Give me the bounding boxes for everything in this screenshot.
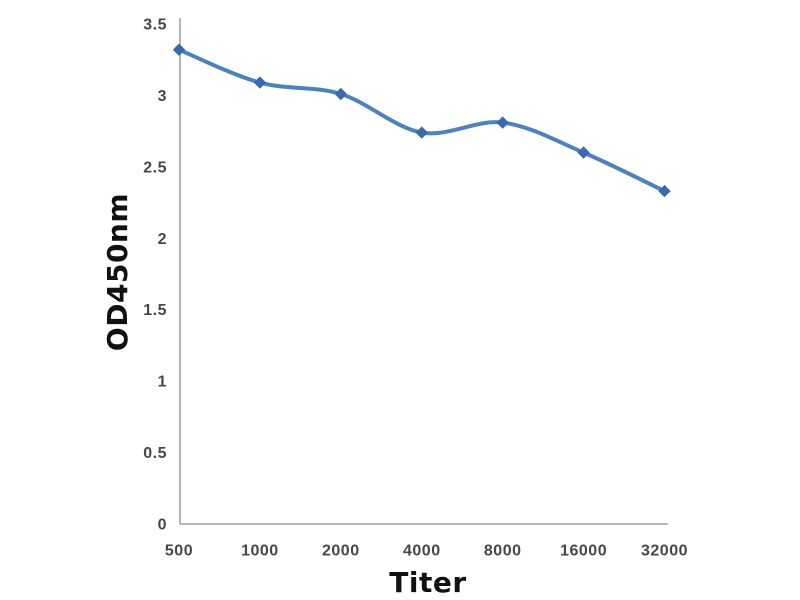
- y-axis-title: OD450nm: [101, 192, 134, 352]
- x-tick-label: 16000: [560, 543, 607, 560]
- y-tick-label: 3.5: [143, 17, 167, 34]
- y-tick-label: 2: [158, 231, 167, 248]
- y-tick-label: 0: [158, 517, 167, 534]
- y-tick-label: 0.5: [143, 445, 167, 462]
- x-tick-label: 2000: [322, 543, 360, 560]
- x-tick-label: 8000: [484, 543, 522, 560]
- x-tick-label: 1000: [241, 543, 279, 560]
- x-tick-label: 4000: [403, 543, 441, 560]
- data-point-marker-32000: [658, 184, 671, 198]
- data-point-marker-2000: [334, 87, 348, 101]
- y-tick-label: 1.5: [143, 302, 167, 319]
- y-tick-label: 1: [158, 374, 167, 391]
- data-point-marker-8000: [496, 116, 509, 129]
- series-line: [177, 47, 667, 194]
- data-point-marker-500: [172, 43, 186, 56]
- x-axis-title: Titer: [389, 566, 467, 599]
- y-tick-label: 2.5: [143, 159, 167, 176]
- y-tick-label: 3: [158, 88, 167, 105]
- x-tick-label: 500: [165, 543, 193, 560]
- data-point-marker-16000: [577, 146, 590, 159]
- data-point-marker-4000: [415, 126, 429, 139]
- data-point-marker-1000: [253, 76, 267, 89]
- x-tick-label: 32000: [641, 543, 688, 560]
